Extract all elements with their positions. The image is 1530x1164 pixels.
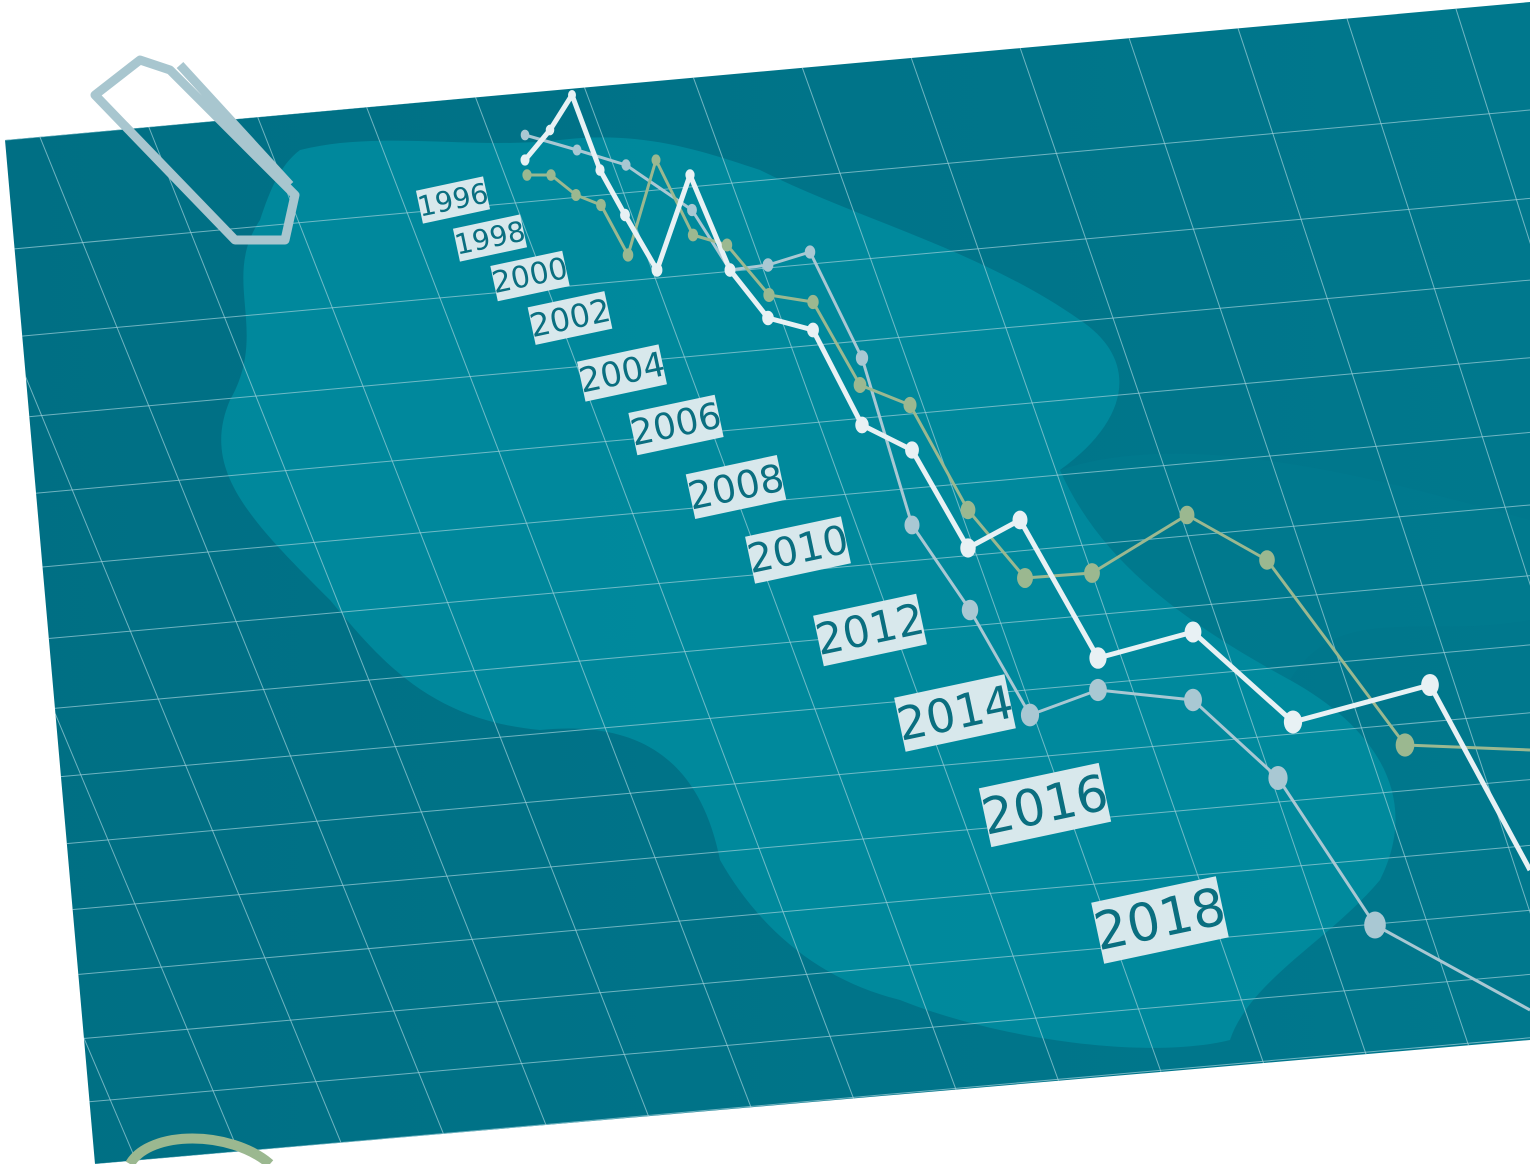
label-box xyxy=(577,344,667,402)
data-dot xyxy=(1259,550,1275,570)
data-dot xyxy=(1364,911,1386,939)
data-dot xyxy=(905,441,919,459)
grid-line xyxy=(74,1035,1530,1164)
label-box xyxy=(978,762,1112,848)
data-dot xyxy=(1020,703,1040,727)
label-box xyxy=(745,516,851,584)
data-dot xyxy=(568,90,576,100)
data-dot xyxy=(622,248,634,262)
data-dot xyxy=(545,124,555,136)
grid-line xyxy=(52,777,1530,912)
ring xyxy=(125,1133,274,1164)
data-dot xyxy=(522,169,532,181)
grid-line xyxy=(58,843,1530,977)
data-dot xyxy=(572,144,582,156)
data-dot xyxy=(687,228,699,242)
grid-line xyxy=(39,136,444,1135)
data-dot xyxy=(904,515,920,535)
data-dot xyxy=(1012,510,1028,530)
label-box xyxy=(415,176,491,224)
data-dot xyxy=(1283,710,1303,734)
label-box xyxy=(894,674,1016,752)
data-dot xyxy=(853,377,867,393)
data-dot xyxy=(596,198,606,212)
grid-line xyxy=(9,277,1530,419)
data-dot xyxy=(1184,621,1202,643)
grid-line xyxy=(1237,28,1530,1037)
grid-line xyxy=(1128,38,1469,1046)
label-box xyxy=(452,214,528,262)
data-dot xyxy=(1089,647,1107,669)
grid-line xyxy=(15,355,1530,496)
data-dot xyxy=(903,396,917,414)
data-dot xyxy=(687,203,697,217)
grid-line xyxy=(40,642,1530,779)
data-dot xyxy=(721,238,733,252)
label-box xyxy=(685,455,787,519)
grid-line xyxy=(148,126,547,1126)
grid-line xyxy=(692,77,1059,1081)
data-dot xyxy=(762,310,774,326)
data-dot xyxy=(807,322,819,338)
data-dot xyxy=(1089,678,1107,702)
label-box xyxy=(628,394,724,456)
label-box xyxy=(813,593,927,667)
data-dot xyxy=(546,169,556,181)
data-dot xyxy=(685,169,695,181)
grid-line xyxy=(5,107,1530,252)
paperclip xyxy=(90,55,300,245)
data-dot xyxy=(621,159,631,171)
grid-line xyxy=(22,430,1530,570)
grid-line xyxy=(69,972,1530,1104)
data-dot xyxy=(804,245,816,259)
data-dot xyxy=(1421,673,1439,697)
grid-line xyxy=(46,710,1530,846)
grid-line xyxy=(5,196,1530,339)
data-dot xyxy=(595,164,605,176)
grid-line xyxy=(34,573,1530,711)
label-box xyxy=(490,250,570,302)
line-blue xyxy=(524,133,1530,1012)
data-dot xyxy=(1017,568,1033,588)
data-dot xyxy=(762,258,774,272)
grid-line xyxy=(63,908,1530,1041)
data-dot xyxy=(520,129,530,141)
grid-line xyxy=(1019,47,1367,1055)
data-dot xyxy=(855,416,869,434)
data-dot xyxy=(1395,733,1415,757)
grid-line xyxy=(366,107,752,1108)
grid-line xyxy=(257,116,649,1117)
data-dot xyxy=(763,287,775,303)
grid-line xyxy=(5,146,342,1143)
label-box xyxy=(1091,876,1229,964)
data-dot xyxy=(651,263,663,277)
data-dot xyxy=(571,188,581,202)
data-dot xyxy=(724,263,736,277)
data-dot xyxy=(520,154,530,166)
data-dot xyxy=(960,538,976,558)
grid-line xyxy=(1346,18,1530,1028)
neighbor-shape xyxy=(1060,453,1530,680)
data-dot xyxy=(1084,563,1100,583)
data-dot xyxy=(651,154,661,166)
grid-line xyxy=(1455,8,1530,1019)
data-dot xyxy=(807,294,819,310)
data-dot xyxy=(1184,688,1202,712)
data-dot xyxy=(960,500,976,520)
data-dot xyxy=(1179,505,1195,525)
line-dots xyxy=(520,90,1439,939)
data-dot xyxy=(1268,765,1288,791)
data-dot xyxy=(620,208,630,222)
data-dot xyxy=(961,599,979,621)
data-dot xyxy=(855,350,869,366)
label-box xyxy=(527,291,613,345)
